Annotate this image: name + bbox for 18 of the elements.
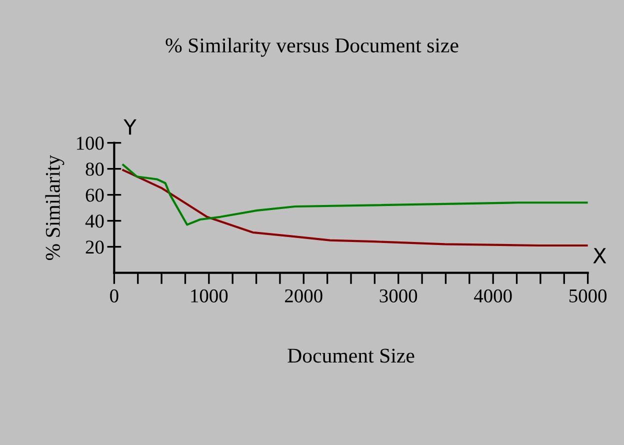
text: Y: [124, 119, 136, 135]
x-tick-label: 1000: [191, 289, 228, 302]
x-tick-label: 3000: [380, 289, 418, 302]
x-tick-label: 2000: [285, 289, 322, 302]
line-series: [122, 164, 588, 226]
line-series: [122, 169, 588, 247]
x-tick-label: 5000: [569, 289, 607, 302]
y-axis-title: % Similarity: [45, 154, 64, 260]
y-tick-label: 20: [86, 240, 104, 254]
y-tick-label: 100: [77, 136, 104, 150]
x-tick-label: 0: [110, 289, 118, 302]
y-tick-label: 60: [86, 188, 104, 202]
y-tick-label: 80: [86, 162, 104, 176]
x-tick-label: 4000: [474, 289, 512, 302]
y-tick-label: 40: [85, 214, 104, 228]
x-axis-title: Document Size: [288, 348, 414, 363]
chart-title: % Similarity versus Document size: [166, 38, 458, 57]
text: X: [593, 248, 606, 264]
